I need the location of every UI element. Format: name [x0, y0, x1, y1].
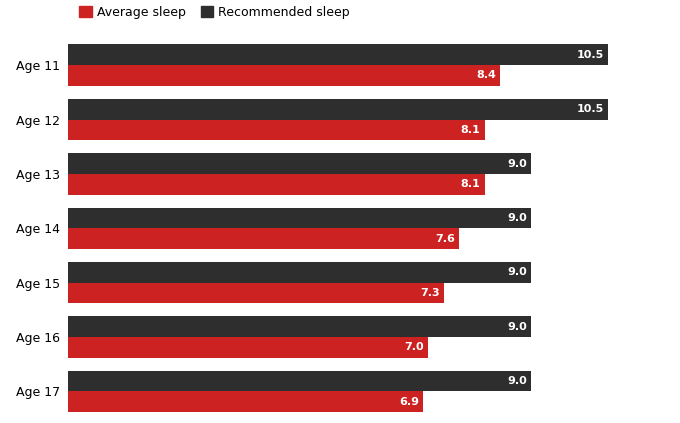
Bar [68, 120, 485, 140]
Bar [68, 153, 531, 174]
Text: 6.9: 6.9 [399, 397, 419, 407]
Text: 7.0: 7.0 [405, 343, 424, 352]
Bar [68, 65, 500, 86]
Bar [68, 99, 608, 120]
Bar [68, 174, 485, 195]
Text: 9.0: 9.0 [507, 376, 527, 386]
Text: 9.0: 9.0 [507, 213, 527, 223]
Bar [68, 316, 531, 337]
Bar [68, 391, 423, 412]
Bar [68, 228, 459, 249]
Text: 8.1: 8.1 [461, 179, 481, 189]
Bar [68, 283, 443, 303]
Bar [68, 208, 531, 228]
Text: 7.6: 7.6 [435, 233, 455, 244]
Text: 8.4: 8.4 [476, 71, 496, 80]
Text: 10.5: 10.5 [577, 50, 604, 60]
Bar [68, 262, 531, 283]
Text: 9.0: 9.0 [507, 267, 527, 277]
Bar [68, 337, 428, 358]
Text: 10.5: 10.5 [577, 104, 604, 114]
Bar [68, 371, 531, 391]
Text: 9.0: 9.0 [507, 322, 527, 332]
Bar [68, 44, 608, 65]
Text: 8.1: 8.1 [461, 125, 481, 135]
Text: 7.3: 7.3 [420, 288, 439, 298]
Text: 9.0: 9.0 [507, 159, 527, 169]
Legend: Average sleep, Recommended sleep: Average sleep, Recommended sleep [74, 1, 355, 24]
